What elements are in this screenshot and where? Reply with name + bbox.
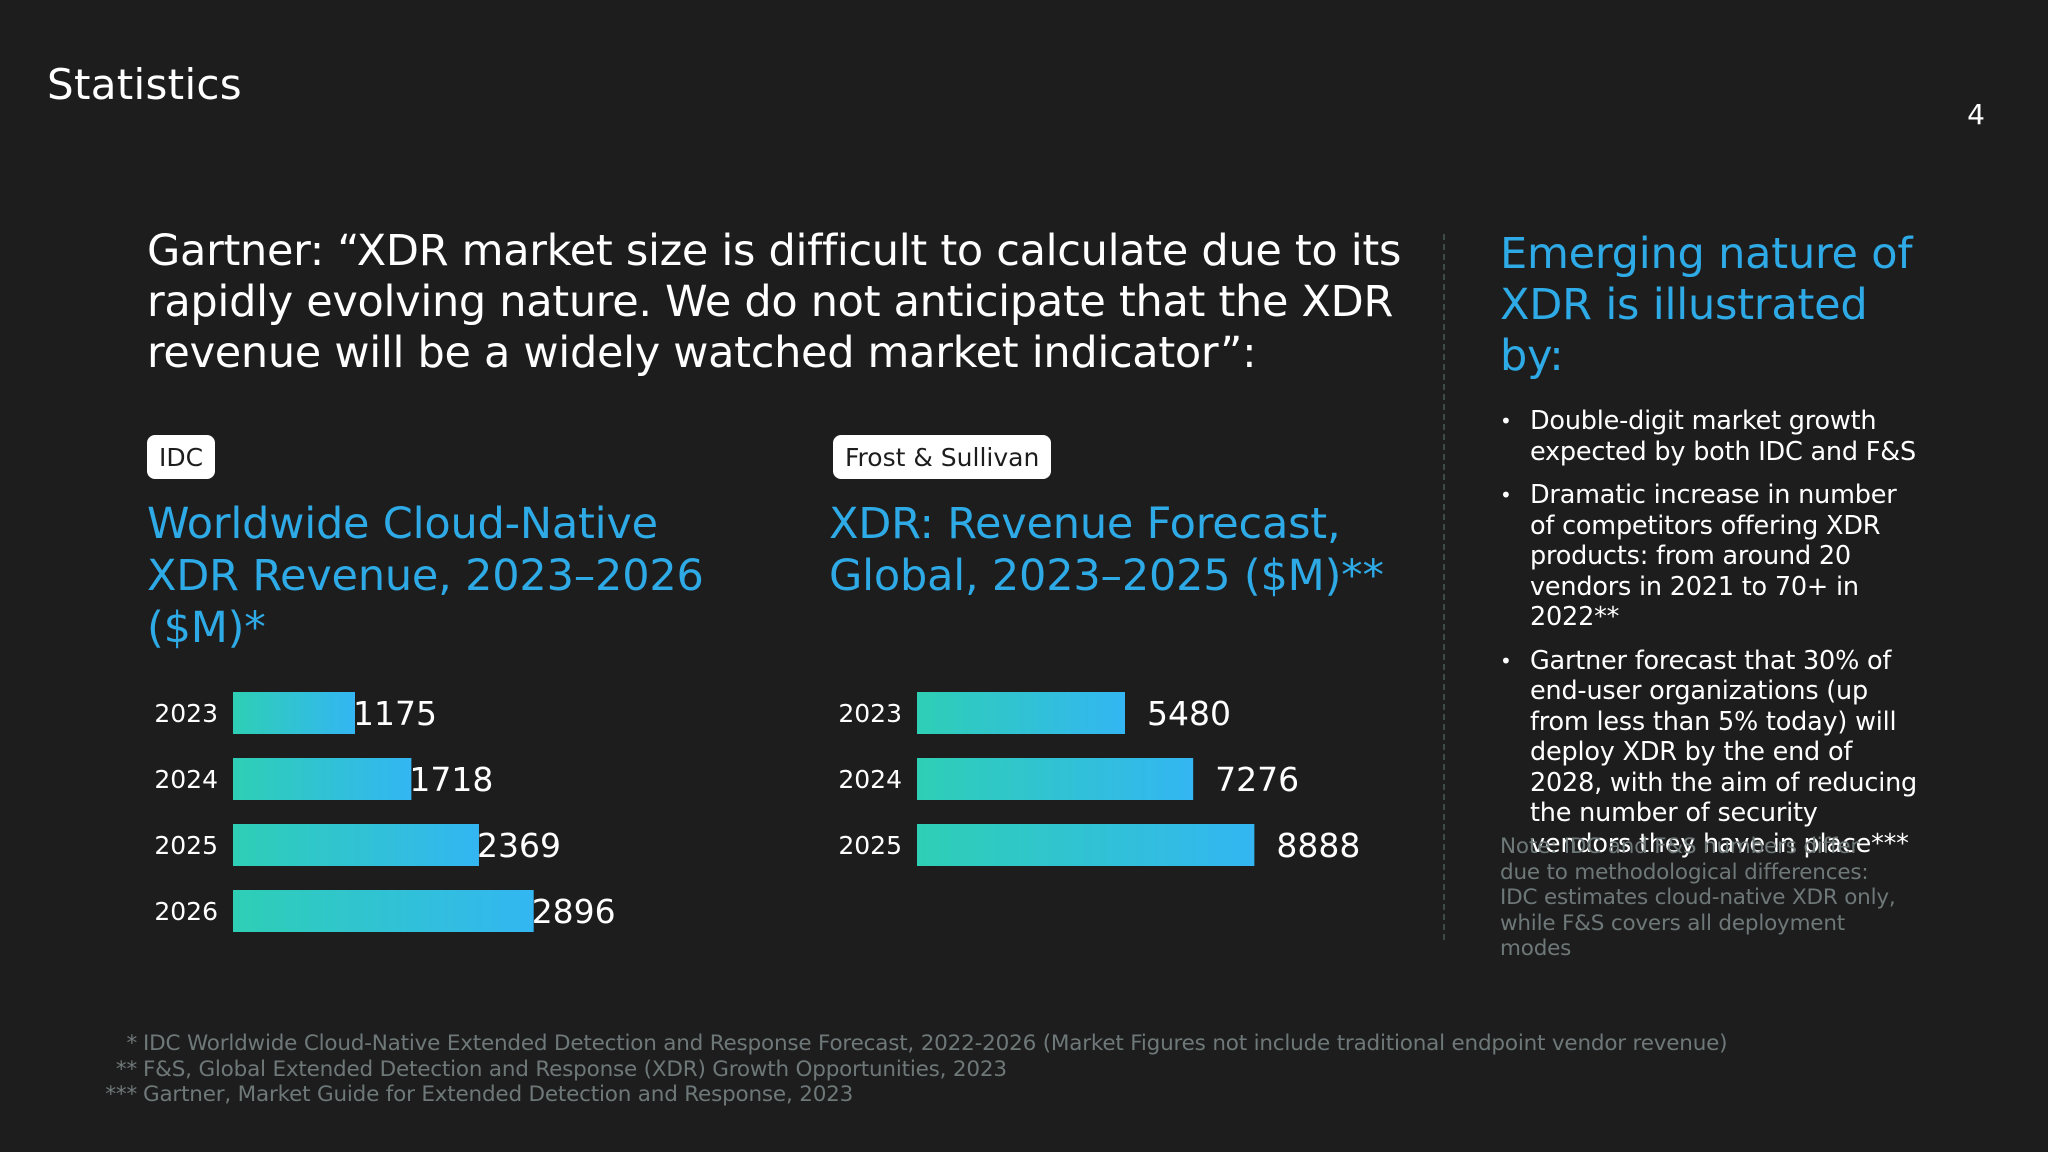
footnote-text: F&S, Global Extended Detection and Respo… [143, 1056, 1007, 1082]
footnote: ** F&S, Global Extended Detection and Res… [116, 1056, 1769, 1083]
bullet-item: • Double-digit market growth expected by … [1500, 406, 1920, 467]
bar [233, 692, 355, 734]
footnote-text: IDC Worldwide Cloud-Native Extended Dete… [143, 1031, 1728, 1056]
footnote: * IDC Worldwide Cloud-Native Extended Det… [126, 1031, 1769, 1057]
data-label: 5480 [1147, 694, 1231, 733]
bar [233, 824, 479, 866]
bullet-dot: • [1500, 483, 1512, 507]
data-label: 7276 [1215, 760, 1299, 799]
category-label: 2026 [154, 897, 218, 926]
bullet-dot: • [1500, 409, 1512, 433]
data-label: 2369 [477, 826, 561, 865]
idc-source-badge: IDC [147, 435, 216, 479]
data-label: 2896 [532, 892, 616, 931]
category-label: 2024 [838, 765, 902, 794]
fs-bar-chart: 2023 5480 2024 7276 2025 8888 [838, 692, 1360, 866]
vertical-divider [1443, 234, 1445, 940]
bullet-text: Gartner forecast that 30% of end-user or… [1530, 645, 1918, 859]
category-label: 2025 [838, 831, 902, 860]
methodology-note: Note: IDC and F&S numbers differ due to … [1500, 834, 1896, 961]
frost-sullivan-source-badge: Frost & Sullivan [833, 435, 1052, 479]
sidebar-title: Emerging nature of XDR is illustrated by… [1500, 229, 1913, 381]
footnote: *** Gartner, Market Guide for Extended De… [105, 1082, 1769, 1108]
bullet-item: • Gartner forecast that 30% of end-user o… [1500, 646, 1920, 860]
idc-bar-chart: 2023 1175 2024 1718 2025 2369 2026 2896 [154, 692, 616, 932]
footnote-mark: * [126, 1031, 137, 1056]
fs-chart-title: XDR: Revenue Forecast, Global, 2023–2025… [829, 499, 1384, 601]
data-label: 8888 [1276, 826, 1360, 865]
bullet-text: Double-digit market growth expected by b… [1530, 406, 1916, 467]
category-label: 2024 [154, 765, 218, 794]
category-label: 2023 [838, 699, 902, 728]
idc-chart-title: Worldwide Cloud-Native XDR Revenue, 2023… [147, 499, 704, 653]
bar [917, 758, 1194, 800]
bullet-dot: • [1500, 648, 1512, 673]
footnote-mark: ** [115, 1056, 137, 1082]
data-label: 1718 [409, 760, 493, 799]
bullet-text: Dramatic increase in number of competito… [1530, 480, 1897, 632]
gartner-quote: Gartner: “XDR market size is difficult t… [147, 226, 1402, 378]
category-label: 2025 [154, 831, 218, 860]
category-label: 2023 [154, 699, 218, 728]
footnote-text: Gartner, Market Guide for Extended Detec… [143, 1082, 854, 1107]
bar [233, 758, 412, 800]
data-label: 1175 [353, 694, 437, 733]
sidebar-bullet-list: • Double-digit market growth expected by … [1500, 406, 1920, 872]
bar [917, 824, 1255, 866]
footnote-mark: *** [105, 1082, 137, 1107]
bar [917, 692, 1125, 734]
footnotes: * IDC Worldwide Cloud-Native Extended Det… [105, 1031, 1769, 1108]
page-number: 4 [1967, 98, 1985, 131]
bar [233, 890, 534, 932]
bullet-item: • Dramatic increase in number of competit… [1500, 480, 1920, 633]
slide-title: Statistics [47, 60, 242, 109]
